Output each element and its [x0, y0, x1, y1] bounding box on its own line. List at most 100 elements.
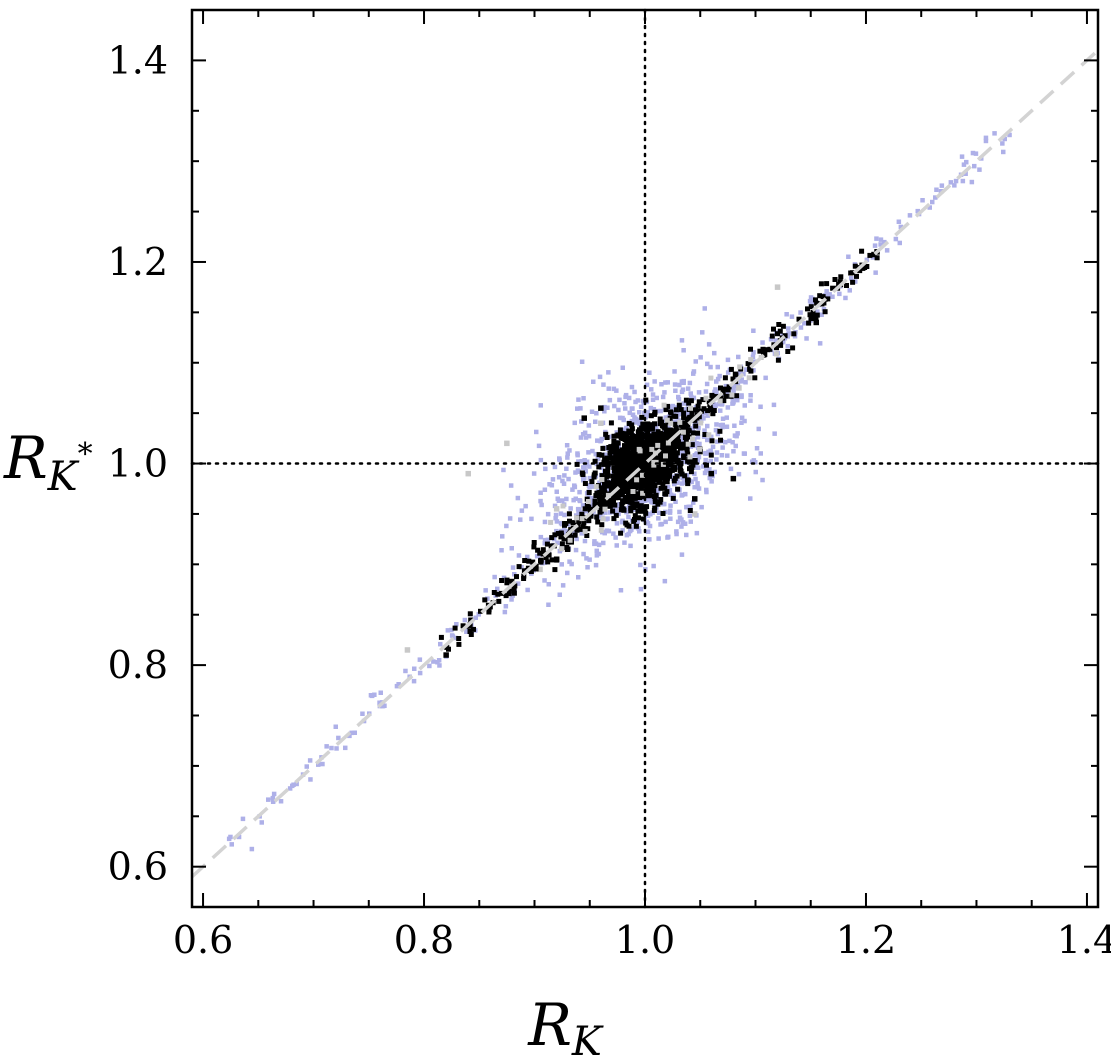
black-point [708, 452, 714, 458]
black-point [675, 457, 681, 463]
lavender-point [582, 465, 587, 470]
black-point [592, 470, 598, 476]
lavender-point [454, 622, 459, 627]
gray-point [548, 519, 554, 525]
black-point [718, 395, 724, 401]
gray-point [680, 429, 686, 435]
lavender-point [556, 475, 562, 480]
lavender-point [545, 511, 551, 517]
lavender-point [316, 762, 321, 767]
black-point [808, 304, 814, 310]
black-point [594, 514, 600, 520]
lavender-point [703, 389, 709, 394]
lavender-point [703, 451, 708, 456]
gray-point [729, 392, 735, 398]
lavender-point [725, 405, 731, 410]
black-point [643, 475, 649, 481]
lavender-point [660, 394, 666, 400]
lavender-point [702, 306, 707, 311]
black-point [654, 467, 660, 473]
lavender-point [751, 328, 756, 333]
black-point [822, 309, 828, 315]
black-point [630, 458, 636, 464]
lavender-point [720, 416, 726, 421]
lavender-point [612, 509, 618, 515]
lavender-point [714, 390, 719, 396]
lavender-point [673, 499, 678, 504]
lavender-point [546, 582, 551, 587]
black-point [668, 410, 674, 416]
points-layer [226, 131, 1012, 852]
black-point [683, 423, 689, 429]
lavender-point [647, 537, 652, 542]
lavender-point [948, 180, 954, 185]
black-point [638, 487, 644, 493]
black-point [636, 454, 642, 460]
black-point [677, 465, 683, 471]
black-point [747, 366, 753, 372]
black-point [652, 411, 658, 417]
lavender-point [613, 535, 618, 540]
lavender-point [557, 592, 562, 597]
black-point [681, 415, 687, 421]
black-point [658, 421, 664, 427]
lavender-point [656, 536, 661, 541]
lavender-point [560, 478, 565, 484]
lavender-point [508, 483, 514, 488]
lavender-point [449, 627, 454, 633]
x-axis-label: RK [527, 991, 604, 1059]
black-point [689, 442, 695, 448]
lavender-point [594, 461, 599, 467]
black-point [648, 413, 654, 419]
lavender-point [417, 657, 423, 662]
lavender-point [629, 418, 635, 424]
lavender-point [725, 453, 730, 458]
black-point [629, 426, 635, 432]
lavender-point [675, 519, 681, 525]
lavender-point [552, 464, 558, 470]
lavender-point [229, 842, 234, 847]
gray-point [559, 546, 565, 552]
black-point [562, 522, 567, 528]
lavender-point [565, 455, 570, 460]
lavender-point [934, 187, 939, 192]
gray-point [736, 385, 742, 391]
lavender-point [542, 560, 548, 565]
black-point [618, 468, 624, 474]
lavender-point [609, 434, 614, 439]
lavender-point [681, 348, 686, 353]
black-point [601, 487, 607, 493]
black-point [509, 578, 515, 584]
black-point [850, 270, 855, 276]
black-point [643, 477, 649, 483]
lavender-point [691, 395, 697, 401]
lavender-point [708, 458, 713, 464]
black-point [630, 495, 636, 501]
lavender-point [509, 546, 514, 551]
black-point [613, 490, 619, 496]
lavender-point [568, 506, 573, 511]
black-point [807, 312, 813, 318]
black-point [658, 442, 664, 448]
black-point [810, 310, 816, 315]
lavender-point [580, 432, 586, 437]
black-point [456, 641, 462, 647]
lavender-point [695, 484, 700, 490]
gray-point [651, 462, 657, 468]
black-point [814, 312, 820, 318]
lavender-point [714, 379, 719, 384]
black-point [644, 440, 649, 446]
black-point [530, 559, 536, 565]
black-point [672, 465, 678, 470]
black-point [681, 410, 687, 416]
lavender-point [739, 420, 744, 425]
gray-point [593, 484, 599, 490]
lavender-point [576, 459, 581, 464]
black-point [782, 333, 788, 339]
black-point [852, 263, 858, 269]
black-point [613, 512, 619, 518]
lavender-point [754, 446, 760, 451]
black-point [757, 348, 763, 354]
black-point [618, 434, 624, 440]
black-point [704, 462, 709, 468]
